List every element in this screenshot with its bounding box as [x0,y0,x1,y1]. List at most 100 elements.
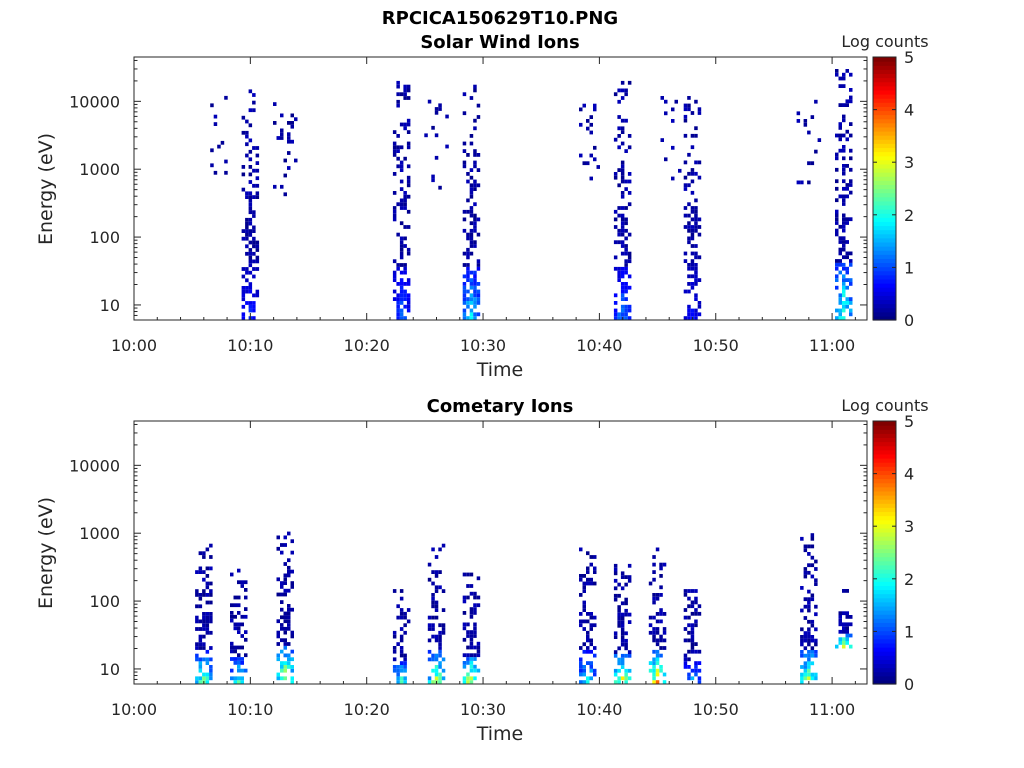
spectrogram-cell [248,221,253,226]
spectrogram-cell [671,145,675,150]
spectrogram-cell [469,680,474,684]
colorbar-segment [873,486,896,492]
spectrogram-cell [469,607,474,611]
spectrogram-cell [438,623,442,628]
spectrogram-cell [237,645,241,650]
spectrogram-cell [593,566,597,571]
spectrogram-cell [434,672,439,677]
plot-frame-cometary [133,420,868,685]
colorbar-segment [873,519,896,525]
spectrogram-cell [589,642,593,647]
spectrogram-cell [287,151,291,155]
spectrogram-cell [198,596,203,601]
spectrogram-cell [810,619,815,624]
spectrogram-cell [469,175,474,180]
spectrogram-cell [441,543,446,548]
spectrogram-cell [655,547,660,552]
spectrogram-cell [255,259,260,264]
spectrogram-cell [396,156,400,161]
spectrogram-cell [252,236,256,241]
spectrogram-cell [280,607,284,612]
spectrogram-cell [245,251,249,256]
spectrogram-cell [240,622,244,627]
spectrogram-cell [652,570,656,574]
spectrogram-cell [683,608,688,612]
colorbar-segment [873,577,896,582]
colorbar-segment [873,425,896,430]
y-tick-label: 10 [100,660,120,679]
spectrogram-cell [842,228,846,233]
colorbar-segment [873,110,896,116]
spectrogram-cell [399,206,404,210]
spectrogram-cell [624,631,628,636]
spectrogram-cell [814,559,818,564]
spectrogram-cell [255,191,260,196]
spectrogram-cell [392,130,397,134]
spectrogram-cell [290,680,294,684]
spectrogram-cell [209,615,213,620]
spectrogram-cell [198,638,203,643]
spectrogram-cell [624,251,628,256]
spectrogram-cell [613,578,618,583]
spectrogram-cell [582,680,586,684]
spectrogram-cell [248,229,253,233]
spectrogram-cell [803,646,808,651]
spectrogram-cell [842,255,846,260]
spectrogram-cell [835,167,839,172]
spectrogram-cell [473,630,477,634]
colorbar-segment [873,77,896,83]
spectrogram-cell [687,676,691,681]
spectrogram-cell [582,649,586,654]
spectrogram-cell [209,581,213,586]
spectrogram-cell [441,623,446,628]
spectrogram-cell [406,183,411,188]
spectrogram-cell [462,297,467,301]
spectrogram-cell [202,623,206,628]
spectrogram-cell [835,308,839,313]
spectrogram-cell [624,247,628,252]
spectrogram-cell [406,88,411,93]
x-tick-label: 10:50 [693,336,739,355]
spectrogram-cell [683,592,688,597]
spectrogram-cell [586,551,590,556]
spectrogram-cell [849,183,853,187]
spectrogram-cell [620,653,625,658]
spectrogram-cell [690,282,695,286]
spectrogram-cell [620,270,625,275]
spectrogram-cell [687,657,691,662]
spectrogram-cell [845,69,849,73]
spectrogram-cell [662,646,667,650]
spectrogram-cell [205,615,210,620]
spectrogram-cell [280,600,284,604]
colorbar-segment [873,618,896,623]
spectrogram-cell [803,119,808,123]
spectrogram-cell [845,240,849,244]
spectrogram-cell [690,623,695,628]
spectrogram-cell [233,649,237,654]
spectrogram-cell [814,567,818,571]
spectrogram-cell [396,103,400,108]
spectrogram-cell [800,642,804,647]
spectrogram-cell [613,672,618,677]
spectrogram-cell [294,158,298,163]
colorbar-segment [873,315,896,321]
spectrogram-cell [205,581,210,586]
spectrogram-cell [652,665,656,669]
spectrogram-cell [476,668,481,673]
spectrogram-cell [462,274,467,279]
spectrogram-cell [627,145,632,150]
spectrogram-cell [842,629,846,634]
spectrogram-cell [697,676,702,681]
spectrogram-cell [213,170,218,175]
y-tick-label: 100 [89,592,120,611]
spectrogram-cell [290,657,294,662]
spectrogram-cell [690,285,695,290]
spectrogram-cell [652,630,656,635]
spectrogram-cell [248,251,253,256]
spectrogram-cell [624,206,628,210]
spectrogram-cell [290,581,294,585]
spectrogram-cell [473,187,477,191]
colorbar-segment [873,147,896,153]
spectrogram-cell [233,622,237,627]
spectrogram-cell [399,160,404,165]
